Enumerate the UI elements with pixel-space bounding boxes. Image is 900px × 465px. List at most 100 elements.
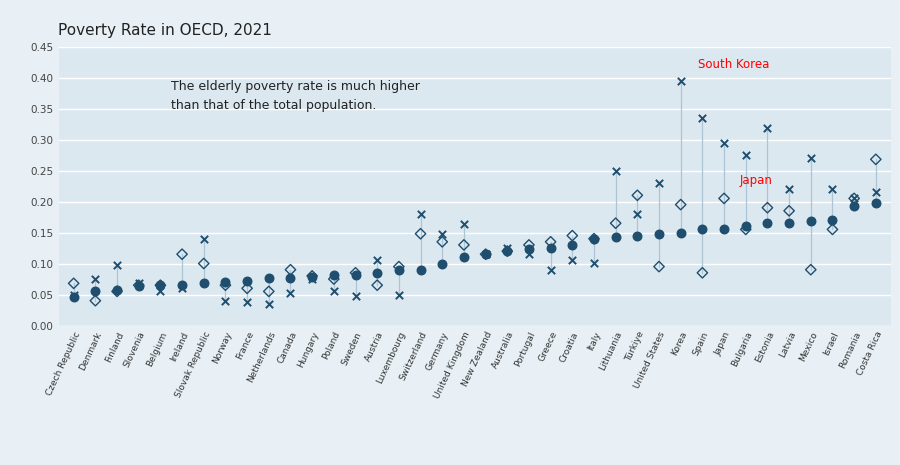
Text: Slovak Republic: Slovak Republic	[174, 330, 212, 399]
Point	[565, 232, 580, 239]
Point	[522, 241, 536, 249]
Point	[262, 288, 276, 295]
Point	[153, 281, 167, 289]
Point	[262, 300, 276, 307]
Point	[240, 277, 255, 285]
Text: Romania: Romania	[838, 330, 862, 370]
Point	[153, 281, 167, 289]
Point	[717, 195, 732, 202]
Point	[804, 266, 818, 273]
Point	[305, 273, 320, 280]
Point	[608, 219, 623, 227]
Point	[413, 210, 428, 218]
Point	[804, 154, 818, 162]
Text: Bulgaria: Bulgaria	[730, 330, 754, 368]
Point	[175, 281, 189, 288]
Point	[782, 219, 796, 227]
Point	[673, 201, 688, 208]
Point	[175, 251, 189, 258]
Point	[565, 257, 580, 264]
Point	[522, 251, 536, 258]
Point	[218, 281, 232, 289]
Point	[435, 230, 449, 238]
Text: Korea: Korea	[670, 330, 688, 357]
Point	[305, 272, 320, 279]
Point	[652, 231, 666, 238]
Text: Estonia: Estonia	[753, 330, 776, 364]
Text: Italy: Italy	[586, 330, 602, 352]
Point	[196, 279, 211, 286]
Point	[218, 297, 232, 305]
Point	[868, 199, 883, 207]
Text: Costa Rica: Costa Rica	[856, 330, 884, 377]
Point	[327, 275, 341, 283]
Point	[630, 210, 644, 218]
Point	[110, 286, 124, 294]
Point	[673, 77, 688, 84]
Point	[88, 287, 103, 294]
Point	[782, 186, 796, 193]
Point	[196, 235, 211, 242]
Point	[544, 266, 558, 273]
Text: Czech Republic: Czech Republic	[44, 330, 82, 397]
Point	[67, 291, 81, 298]
Text: France: France	[234, 330, 256, 361]
Point	[479, 251, 493, 258]
Text: Sweden: Sweden	[340, 330, 364, 366]
Point	[652, 179, 666, 186]
Point	[392, 291, 406, 298]
Point	[370, 270, 384, 277]
Text: Germany: Germany	[425, 330, 450, 372]
Point	[652, 263, 666, 270]
Point	[739, 223, 753, 230]
Point	[587, 235, 601, 242]
Point	[500, 247, 515, 255]
Text: Belgium: Belgium	[145, 330, 168, 368]
Text: Greece: Greece	[537, 330, 559, 363]
Text: Finland: Finland	[104, 330, 125, 364]
Text: Israel: Israel	[822, 330, 841, 356]
Point	[67, 279, 81, 287]
Point	[825, 186, 840, 193]
Point	[392, 266, 406, 273]
Point	[88, 275, 103, 283]
Point	[392, 263, 406, 270]
Point	[587, 259, 601, 266]
Text: Norway: Norway	[211, 330, 234, 365]
Point	[760, 204, 775, 212]
Text: Türkiye: Türkiye	[624, 330, 645, 364]
Text: Poverty Rate in OECD, 2021: Poverty Rate in OECD, 2021	[58, 23, 273, 38]
Point	[456, 253, 471, 261]
Point	[544, 244, 558, 252]
Text: Poland: Poland	[321, 330, 342, 361]
Point	[370, 281, 384, 289]
Point	[739, 226, 753, 233]
Point	[131, 279, 146, 287]
Point	[695, 226, 709, 233]
Text: Hungary: Hungary	[296, 330, 320, 369]
Point	[804, 218, 818, 225]
Point	[695, 269, 709, 277]
Text: Slovenia: Slovenia	[122, 330, 147, 369]
Point	[760, 219, 775, 227]
Point	[847, 195, 861, 202]
Point	[500, 247, 515, 255]
Text: Netherlands: Netherlands	[246, 330, 277, 384]
Point	[284, 290, 298, 297]
Point	[695, 114, 709, 121]
Point	[284, 266, 298, 273]
Point	[630, 192, 644, 199]
Point	[327, 288, 341, 295]
Point	[348, 292, 363, 299]
Point	[847, 203, 861, 210]
Point	[175, 285, 189, 292]
Point	[131, 281, 146, 289]
Point	[760, 125, 775, 132]
Point	[218, 279, 232, 286]
Text: Switzerland: Switzerland	[398, 330, 428, 382]
Text: Mexico: Mexico	[797, 330, 819, 363]
Text: Lithuania: Lithuania	[598, 330, 624, 372]
Text: Ireland: Ireland	[169, 330, 190, 362]
Text: Denmark: Denmark	[77, 330, 104, 372]
Text: Spain: Spain	[692, 330, 710, 357]
